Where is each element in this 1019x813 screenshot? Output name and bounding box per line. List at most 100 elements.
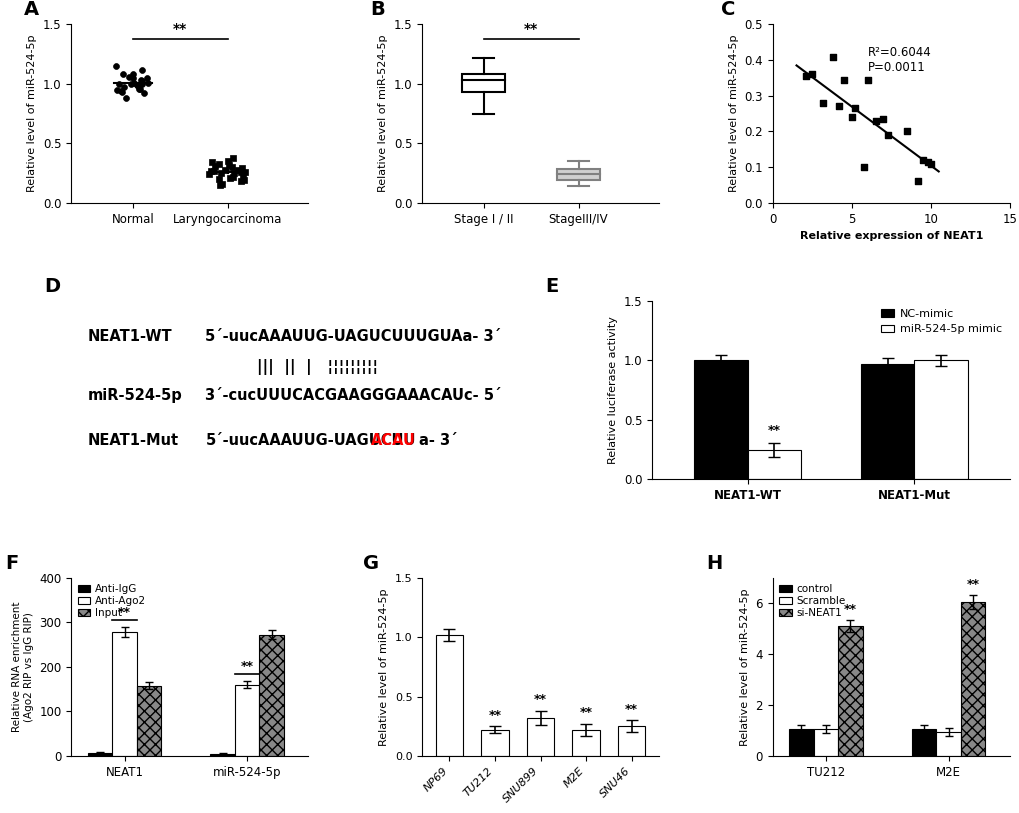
Bar bbox=[747, 450, 801, 480]
Bar bbox=[572, 730, 599, 756]
Point bbox=[797, 70, 813, 83]
Y-axis label: Relative RNA enrichment
(Ago2 RIP vs IgG RIP): Relative RNA enrichment (Ago2 RIP vs IgG… bbox=[12, 602, 34, 733]
Text: **: ** bbox=[534, 693, 546, 706]
Text: 5´-uucAAAUUG-UAGUCUUUGUAa- 3´: 5´-uucAAAUUG-UAGUCUUUGUAa- 3´ bbox=[205, 329, 501, 344]
Text: miR-524-5p: miR-524-5p bbox=[88, 388, 182, 403]
Text: E: E bbox=[544, 277, 557, 296]
Text: G: G bbox=[363, 554, 379, 572]
Point bbox=[232, 175, 249, 188]
Point bbox=[234, 169, 251, 182]
Text: a- 3´: a- 3´ bbox=[419, 433, 457, 448]
Point bbox=[139, 72, 155, 85]
Point bbox=[236, 165, 253, 178]
Point bbox=[846, 102, 862, 115]
Y-axis label: Relative level of miR-524-5p: Relative level of miR-524-5p bbox=[379, 588, 389, 746]
Text: **: ** bbox=[173, 22, 187, 37]
Y-axis label: Relative level of miR-524-5p: Relative level of miR-524-5p bbox=[729, 35, 738, 193]
Point bbox=[211, 157, 227, 170]
Point bbox=[124, 72, 141, 85]
Point bbox=[128, 79, 145, 92]
Bar bbox=[860, 364, 914, 480]
Point bbox=[879, 128, 896, 141]
Text: 5´-uucAAAUUG-UAGUCUU: 5´-uucAAAUUG-UAGUCUU bbox=[205, 433, 416, 448]
Point bbox=[212, 167, 228, 180]
Point bbox=[220, 159, 236, 172]
Text: F: F bbox=[5, 554, 18, 572]
Point bbox=[132, 82, 149, 95]
Bar bbox=[435, 635, 463, 756]
Point bbox=[235, 174, 252, 187]
Bar bbox=[527, 718, 553, 756]
Bar bbox=[914, 360, 967, 480]
Bar bbox=[911, 729, 935, 756]
Point bbox=[223, 161, 239, 174]
Text: **: ** bbox=[843, 603, 856, 616]
Bar bbox=[259, 635, 283, 756]
Bar bbox=[935, 732, 960, 756]
Y-axis label: Relative luciferase activity: Relative luciferase activity bbox=[607, 316, 618, 464]
Point bbox=[131, 82, 148, 95]
Point bbox=[859, 73, 875, 86]
Point bbox=[803, 67, 819, 80]
Point bbox=[129, 80, 146, 93]
Text: **: ** bbox=[240, 660, 254, 673]
Text: 3´-cucUUUCACGAAGGGAAACAUc- 5´: 3´-cucUUUCACGAAGGGAAACAUc- 5´ bbox=[205, 388, 501, 403]
Point bbox=[113, 85, 129, 98]
Text: **: ** bbox=[625, 702, 638, 715]
Text: **: ** bbox=[966, 578, 978, 591]
Point bbox=[230, 163, 247, 176]
Point bbox=[126, 76, 143, 89]
Bar bbox=[88, 753, 112, 756]
Point bbox=[211, 172, 227, 185]
Point bbox=[835, 73, 851, 86]
Point bbox=[232, 165, 249, 178]
Bar bbox=[556, 169, 599, 180]
Point bbox=[122, 77, 139, 90]
Bar bbox=[618, 726, 645, 756]
Point bbox=[220, 154, 236, 167]
Text: **: ** bbox=[767, 424, 781, 437]
Point bbox=[125, 67, 142, 80]
Point bbox=[217, 163, 233, 176]
Point bbox=[909, 175, 925, 188]
Text: R²=0.6044
P=0.0011: R²=0.6044 P=0.0011 bbox=[867, 46, 930, 74]
Bar bbox=[462, 74, 504, 92]
Y-axis label: Relative level of miR-524-5p: Relative level of miR-524-5p bbox=[28, 35, 38, 193]
Point bbox=[204, 156, 220, 169]
Point bbox=[114, 67, 130, 80]
Bar bbox=[789, 729, 813, 756]
Point bbox=[136, 87, 152, 100]
Point bbox=[133, 77, 150, 90]
Bar bbox=[813, 729, 838, 756]
Text: D: D bbox=[45, 277, 61, 296]
Point bbox=[141, 76, 157, 89]
Point bbox=[233, 162, 250, 175]
Bar bbox=[693, 360, 747, 480]
Point bbox=[866, 115, 882, 128]
Point bbox=[898, 125, 914, 138]
Point bbox=[207, 159, 223, 172]
Point bbox=[918, 155, 934, 168]
Legend: Anti-IgG, Anti-Ago2, Input: Anti-IgG, Anti-Ago2, Input bbox=[76, 583, 148, 619]
Point bbox=[117, 92, 133, 105]
Point bbox=[133, 75, 150, 88]
Legend: control, Scramble, si-NEAT1: control, Scramble, si-NEAT1 bbox=[777, 583, 846, 619]
Point bbox=[108, 83, 124, 96]
Text: **: ** bbox=[524, 22, 538, 37]
Point bbox=[843, 111, 859, 124]
Point bbox=[224, 170, 240, 183]
Point bbox=[213, 177, 229, 190]
Point bbox=[108, 59, 124, 72]
Text: NEAT1-WT: NEAT1-WT bbox=[88, 329, 172, 344]
X-axis label: Relative expression of NEAT1: Relative expression of NEAT1 bbox=[799, 231, 982, 241]
Point bbox=[112, 85, 128, 98]
Point bbox=[206, 164, 222, 177]
Point bbox=[824, 50, 841, 63]
Point bbox=[224, 151, 240, 164]
Point bbox=[132, 74, 149, 87]
Bar bbox=[112, 632, 137, 756]
Point bbox=[814, 97, 830, 110]
Bar bbox=[838, 626, 862, 756]
Bar bbox=[137, 685, 161, 756]
Bar bbox=[481, 730, 508, 756]
